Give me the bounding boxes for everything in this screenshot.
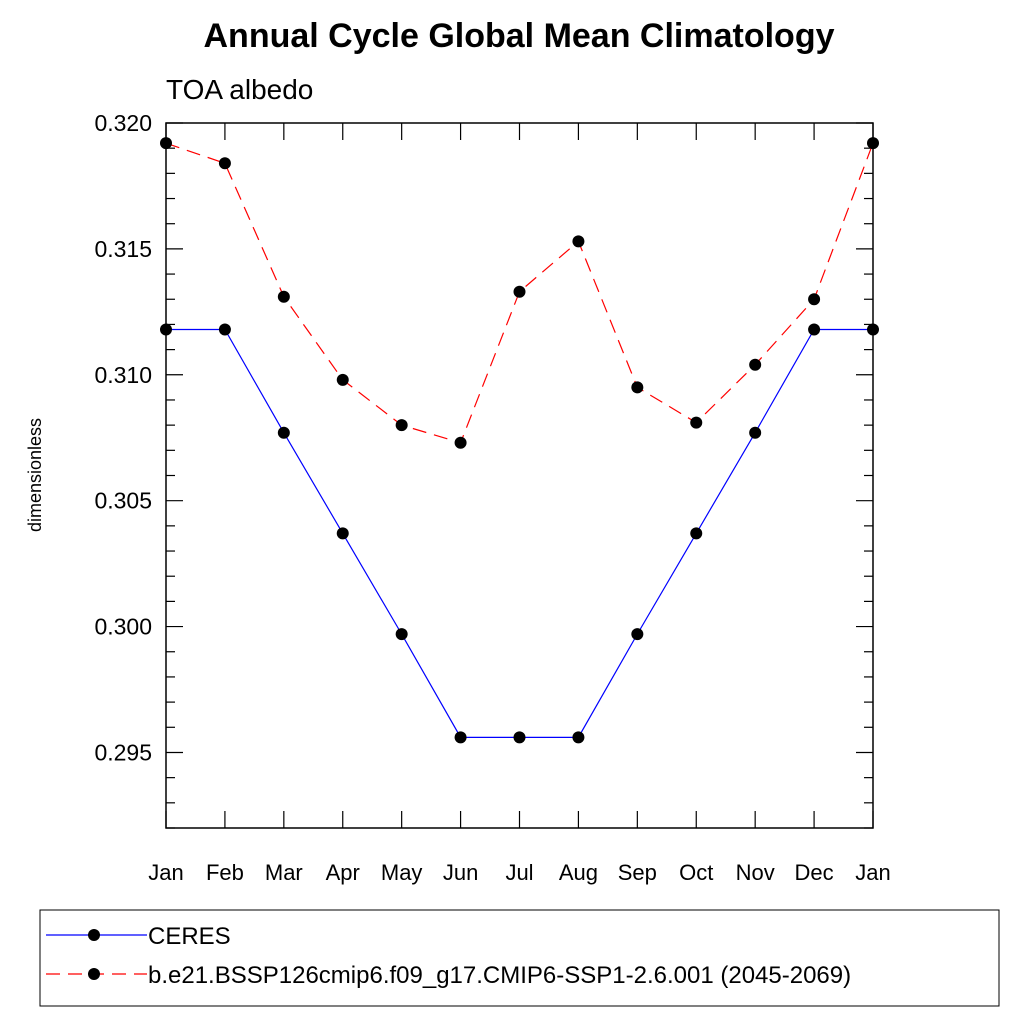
data-point-series-1 <box>808 293 821 306</box>
x-tick-label: Jul <box>505 860 533 885</box>
x-tick-label: Dec <box>795 860 834 885</box>
data-point-series-1 <box>690 416 703 429</box>
x-tick-label: Mar <box>265 860 303 885</box>
data-point-series-1 <box>454 436 467 449</box>
x-tick-label: Jan <box>855 860 890 885</box>
legend-box <box>39 909 1000 1007</box>
legend-entry-ceres: CERES <box>46 923 231 950</box>
data-point-series-1 <box>218 157 231 170</box>
x-tick-label: Apr <box>326 860 360 885</box>
y-axis-ticks: 0.320 0.315 0.310 0.305 0.300 0.295 <box>94 110 873 829</box>
y-tick-label: 0.295 <box>94 739 152 765</box>
y-tick-label: 0.315 <box>94 236 152 262</box>
legend-marker-ceres <box>88 929 100 941</box>
data-point-series-1 <box>749 358 762 371</box>
chart-title: Annual Cycle Global Mean Climatology <box>204 17 835 55</box>
x-tick-label: Aug <box>559 860 598 885</box>
data-point-series-0 <box>160 323 172 336</box>
legend-label-model: b.e21.BSSP126cmip6.f09_g17.CMIP6-SSP1-2.… <box>148 962 851 989</box>
data-point-series-0 <box>218 323 231 336</box>
y-tick-label: 0.305 <box>94 488 152 514</box>
x-tick-label: May <box>381 860 423 885</box>
data-point-series-1 <box>631 381 644 394</box>
x-tick-label: Jan <box>148 860 183 885</box>
data-point-series-0 <box>336 527 349 540</box>
x-tick-label: Oct <box>679 860 713 885</box>
data-point-series-0 <box>513 731 526 744</box>
y-axis-label: dimensionless <box>25 418 45 532</box>
x-tick-label: Sep <box>618 860 657 885</box>
series-line-0 <box>166 328 873 738</box>
data-point-series-0 <box>690 527 703 540</box>
y-tick-label: 0.320 <box>94 110 152 136</box>
data-point-series-0 <box>277 426 290 439</box>
data-point-series-1 <box>336 373 349 386</box>
data-point-series-0 <box>572 731 585 744</box>
y-tick-label: 0.310 <box>94 362 152 388</box>
data-point-series-0 <box>631 628 644 641</box>
plot-frame <box>165 122 874 829</box>
data-point-series-0 <box>867 323 879 336</box>
legend-marker-model <box>88 968 100 980</box>
data-point-series-1 <box>572 235 585 248</box>
series-layer <box>160 137 879 744</box>
data-point-series-0 <box>808 323 821 336</box>
x-tick-label: Feb <box>206 860 244 885</box>
data-point-series-0 <box>454 731 467 744</box>
data-point-series-0 <box>749 426 762 439</box>
x-tick-label: Jun <box>443 860 478 885</box>
legend-label-ceres: CERES <box>148 923 231 950</box>
data-point-series-0 <box>395 628 408 641</box>
data-point-series-1 <box>867 137 879 150</box>
chart-subtitle: TOA albedo <box>166 74 313 105</box>
data-point-series-1 <box>277 290 290 303</box>
y-tick-label: 0.300 <box>94 614 152 640</box>
legend-entry-model: b.e21.BSSP126cmip6.f09_g17.CMIP6-SSP1-2.… <box>46 962 851 989</box>
data-point-series-1 <box>513 285 526 298</box>
data-point-series-1 <box>395 419 408 432</box>
data-point-series-1 <box>160 137 172 150</box>
x-tick-label: Nov <box>736 860 775 885</box>
x-axis-ticks: Jan Feb Mar Apr May Jun Jul Aug Sep Oct Nov Dec Jan <box>148 123 891 885</box>
